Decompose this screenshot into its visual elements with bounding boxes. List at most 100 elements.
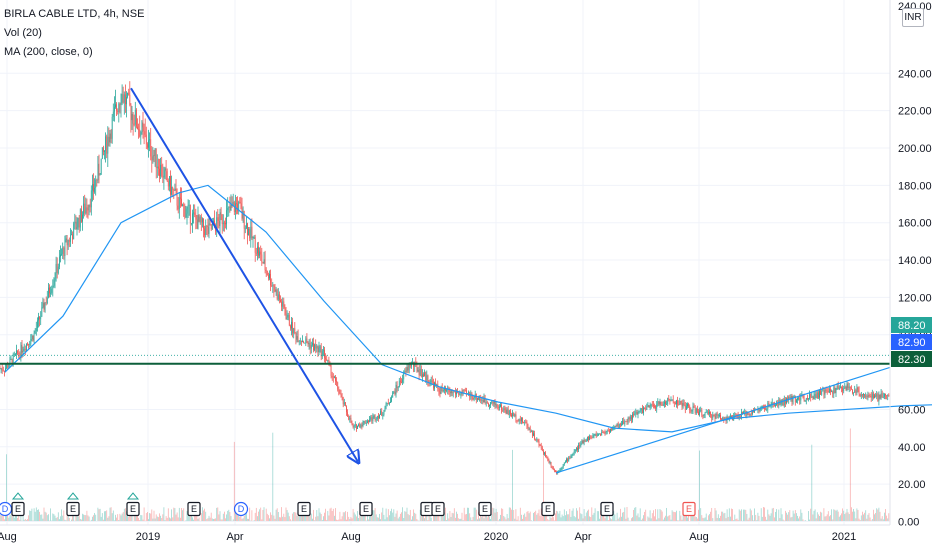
- x-tick-label: Aug: [689, 531, 709, 543]
- volume-bar: [320, 514, 322, 521]
- candle-body: [816, 392, 818, 399]
- candle-body: [862, 394, 863, 396]
- candle-body: [719, 415, 720, 416]
- volume-bar: [382, 507, 384, 521]
- volume-bar: [280, 517, 281, 521]
- candle-body: [283, 301, 285, 309]
- candle-body: [275, 289, 277, 292]
- candle-body: [142, 122, 144, 128]
- candle-body: [254, 236, 256, 253]
- candle-body: [326, 358, 328, 361]
- candle-body: [562, 464, 564, 468]
- volume-bar: [372, 510, 374, 521]
- volume-bar: [765, 516, 766, 521]
- volume-bar: [802, 519, 804, 521]
- ma-legend[interactable]: MA (200, close, 0): [4, 46, 93, 58]
- candle-body: [294, 328, 296, 334]
- candle-body: [854, 390, 856, 393]
- volume-bar: [786, 512, 787, 521]
- candle-body: [73, 223, 75, 240]
- candle-body: [384, 407, 386, 412]
- volume-bar: [31, 508, 33, 521]
- candle-body: [445, 387, 446, 391]
- candle-body: [493, 401, 495, 404]
- candle-body: [554, 469, 555, 471]
- volume-bar: [215, 518, 216, 521]
- volume-bar: [499, 518, 500, 521]
- volume-bar: [110, 507, 112, 521]
- volume-bar: [181, 508, 182, 521]
- event-label: D: [238, 504, 245, 514]
- volume-bar: [370, 513, 372, 521]
- candle-body: [228, 206, 230, 208]
- candle-body: [656, 404, 658, 409]
- volume-bar: [888, 513, 890, 521]
- volume-bar: [304, 514, 306, 521]
- volume-bar: [296, 515, 298, 521]
- volume-bar: [455, 517, 456, 521]
- candle-body: [835, 388, 837, 394]
- volume-bar: [352, 508, 354, 521]
- volume-bar: [266, 513, 268, 521]
- candle-body: [119, 103, 121, 105]
- volume-bar: [338, 519, 340, 521]
- volume-bar: [405, 511, 407, 521]
- volume-bar: [681, 519, 683, 521]
- candle-body: [502, 409, 504, 411]
- volume-bar: [225, 518, 226, 521]
- volume-bar: [218, 514, 220, 521]
- volume-bar: [356, 516, 357, 521]
- candle-body: [246, 223, 247, 228]
- time-axis[interactable]: Aug2019AprAug2020AprAug2021MayAug2022Apr: [0, 531, 932, 543]
- y-tick-label: 60.00: [898, 404, 926, 416]
- candle-body: [624, 421, 626, 425]
- volume-bar: [24, 518, 26, 521]
- symbol-legend[interactable]: BIRLA CABLE LTD, 4h, NSE: [4, 8, 145, 20]
- candle-body: [310, 345, 312, 349]
- candle-body: [400, 380, 401, 382]
- candle-body: [404, 371, 406, 373]
- candle-body: [330, 364, 332, 376]
- candle-body: [299, 340, 301, 342]
- candle-body: [440, 387, 442, 394]
- candle-body: [858, 389, 860, 394]
- volume-bar: [283, 513, 285, 521]
- candle-body: [8, 365, 10, 368]
- candle-body: [667, 398, 669, 405]
- volume-bar: [502, 508, 504, 521]
- volume-bar: [268, 515, 269, 521]
- volume-bar: [860, 515, 862, 521]
- candle-body: [292, 321, 293, 334]
- candle-body: [510, 410, 511, 415]
- candle-body: [309, 343, 311, 349]
- volume-bar: [186, 510, 188, 521]
- candle-body: [501, 404, 502, 410]
- candle-body: [262, 261, 264, 264]
- candle-body: [566, 459, 567, 462]
- event-label: E: [435, 504, 441, 514]
- candle-body: [31, 335, 33, 339]
- candle-body: [194, 212, 196, 215]
- volume-bar: [709, 514, 710, 521]
- candle-body: [321, 350, 323, 357]
- volume-bar: [875, 512, 876, 521]
- candle-body: [39, 316, 40, 320]
- volume-bar: [222, 513, 224, 521]
- volume-bar: [530, 520, 532, 521]
- volume-bar: [464, 514, 466, 521]
- volume-bar: [128, 517, 130, 521]
- candle-body: [697, 408, 698, 412]
- candle-body: [416, 364, 418, 372]
- candle-body: [151, 156, 153, 161]
- candle-body: [204, 228, 205, 236]
- price-axis[interactable]: 240.00240.00220.00200.00180.00160.00140.…: [898, 1, 932, 529]
- candle-body: [583, 440, 585, 444]
- volume-bar: [826, 514, 828, 521]
- volume-legend[interactable]: Vol (20): [4, 27, 42, 39]
- candle-body: [638, 411, 640, 413]
- candle-body: [408, 364, 410, 371]
- volume-bar: [617, 518, 619, 521]
- volume-bar: [99, 508, 101, 521]
- volume-bar: [60, 516, 61, 521]
